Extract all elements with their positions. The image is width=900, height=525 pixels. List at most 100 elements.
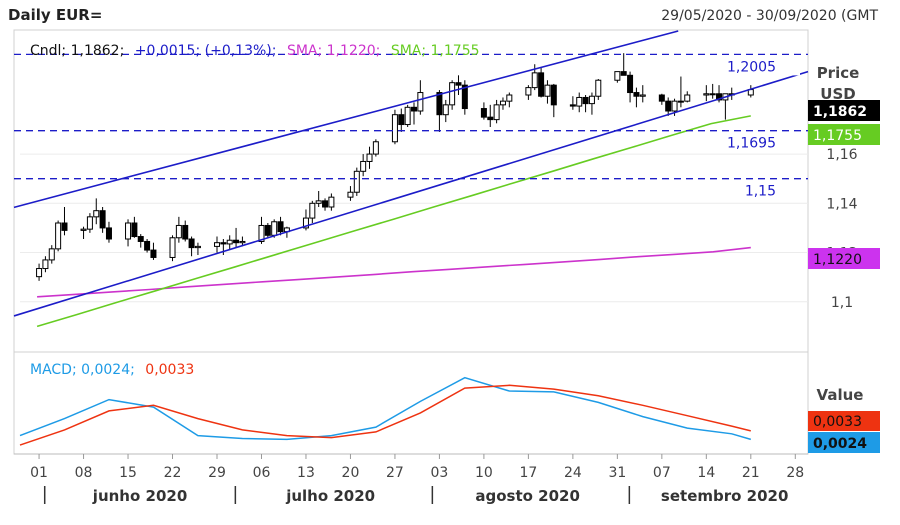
date-tick-label: 03	[431, 465, 449, 481]
candle	[328, 193, 335, 211]
candle	[417, 80, 424, 115]
candle-body	[639, 94, 646, 97]
candle	[709, 83, 716, 99]
candle	[525, 85, 532, 100]
candle	[442, 99, 449, 123]
date-tick-label: 27	[386, 465, 404, 481]
candle	[360, 154, 367, 177]
candle-body	[271, 221, 278, 236]
candle	[449, 80, 456, 110]
candle-body	[99, 210, 106, 229]
candle	[588, 92, 595, 115]
candle-body	[544, 84, 551, 97]
candle	[86, 213, 93, 233]
candle-body	[449, 82, 456, 106]
candle	[620, 53, 627, 76]
candle-body	[404, 106, 411, 126]
candle-body	[150, 249, 157, 258]
candle	[665, 97, 672, 116]
candle	[506, 92, 513, 108]
date-tick-label: 17	[519, 465, 537, 481]
price-axis-title: Price	[817, 64, 860, 82]
month-label: julho 2020	[285, 487, 375, 505]
candle-body	[671, 100, 678, 112]
candle	[455, 75, 462, 95]
date-tick-label: 31	[608, 465, 626, 481]
badge-last-price: 1,1862	[808, 100, 880, 121]
candle-body	[531, 72, 538, 89]
candle-body	[48, 248, 55, 261]
candle-body	[36, 268, 43, 278]
sma-lines	[36, 115, 751, 328]
price-tick-label: 1,1	[831, 295, 853, 311]
candle-body	[665, 100, 672, 112]
candle-body	[398, 114, 405, 126]
candle	[169, 235, 176, 262]
candle-body	[372, 141, 379, 155]
candle	[315, 191, 322, 207]
candle	[347, 186, 354, 201]
level-label-bg	[738, 133, 800, 152]
candle-body	[277, 221, 284, 233]
candle	[214, 236, 220, 253]
level-label: 1,15	[745, 184, 776, 200]
candle-body	[658, 94, 665, 102]
macd-lines	[19, 376, 752, 446]
candle-body	[315, 200, 322, 204]
date-range: 29/05/2020 - 30/09/2020 (GMT	[661, 8, 878, 24]
candle	[61, 207, 68, 236]
candle-body	[182, 224, 189, 240]
legend-line: Cndl; 1,1862; +0,0015; (+0,13%); SMA; 1,…	[30, 43, 480, 59]
date-tick-label: 01	[30, 465, 48, 481]
candle-body	[480, 108, 487, 118]
date-tick-label: 21	[742, 465, 760, 481]
badge-sma-short: 1,1755	[808, 124, 880, 145]
candle-body	[239, 240, 246, 244]
candle	[372, 139, 379, 157]
candle-body	[442, 104, 449, 116]
candle	[550, 83, 557, 118]
badge-macd: 0,0024	[808, 432, 880, 453]
candle-body	[620, 71, 627, 76]
support-resistance-levels: 1,2005 1,1695 1,15	[14, 53, 808, 200]
month-labels: junho 2020 julho 2020 agosto 2020 setembro …	[43, 486, 788, 505]
date-tick-label: 29	[208, 465, 226, 481]
candle	[493, 99, 500, 124]
candle	[480, 102, 487, 120]
date-tick-label: 07	[653, 465, 671, 481]
candle	[633, 87, 640, 108]
price-tick-label: 1,16	[826, 147, 857, 163]
candle-body	[709, 93, 716, 96]
candle-body	[309, 202, 316, 219]
legend-sma-long: SMA; 1,1220;	[287, 43, 380, 59]
candle-body	[258, 224, 265, 242]
candle	[264, 223, 271, 238]
candle	[188, 236, 195, 257]
trend-line-lower	[13, 70, 809, 317]
candle	[404, 104, 411, 127]
candle	[499, 97, 506, 110]
month-label: junho 2020	[92, 487, 187, 505]
candle-body	[80, 228, 87, 231]
candle-body	[506, 94, 513, 102]
date-tick-label: 06	[253, 465, 271, 481]
candle	[239, 236, 246, 247]
candle-body	[493, 104, 500, 121]
candle	[353, 167, 360, 196]
candle	[233, 227, 240, 248]
candle-body	[499, 100, 506, 106]
candle-body	[93, 210, 100, 218]
date-tick-label: 14	[697, 465, 715, 481]
candle	[639, 85, 646, 103]
candle-body	[264, 224, 271, 236]
date-tick-label: 28	[786, 465, 804, 481]
candle	[703, 85, 710, 102]
candle	[684, 91, 691, 103]
candle	[48, 245, 55, 264]
date-tick-label: 10	[475, 465, 493, 481]
candle-body	[595, 79, 602, 97]
candle	[137, 234, 144, 248]
candle-body	[144, 240, 151, 251]
candle	[80, 226, 87, 239]
badge-macd-text: 0,0024	[813, 436, 867, 452]
